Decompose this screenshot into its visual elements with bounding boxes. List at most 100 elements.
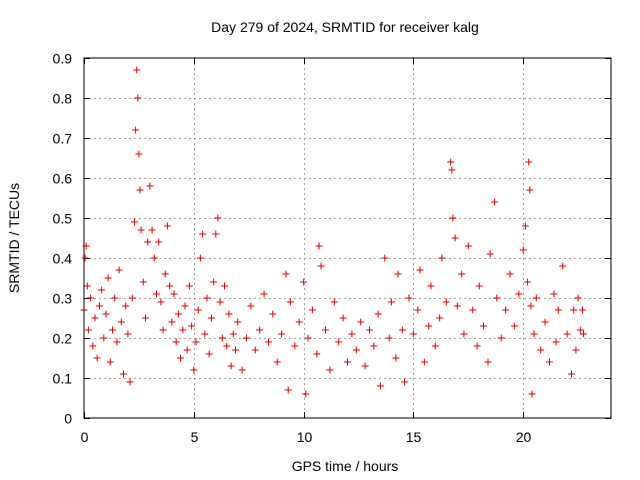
data-point bbox=[179, 326, 187, 334]
data-point bbox=[502, 306, 510, 314]
data-point bbox=[580, 330, 588, 338]
y-tick-label: 0 bbox=[64, 411, 72, 427]
data-point bbox=[115, 266, 123, 274]
data-point bbox=[163, 222, 171, 230]
data-point bbox=[256, 326, 264, 334]
data-point bbox=[153, 290, 160, 298]
data-point bbox=[484, 358, 492, 366]
x-tick-label: 15 bbox=[406, 429, 422, 445]
data-point bbox=[134, 94, 142, 102]
data-point bbox=[232, 346, 239, 354]
data-point bbox=[330, 298, 338, 306]
data-point bbox=[243, 334, 250, 342]
data-point bbox=[453, 302, 461, 310]
data-point bbox=[181, 302, 189, 310]
data-point bbox=[229, 330, 237, 338]
data-point bbox=[370, 342, 378, 350]
data-point bbox=[528, 390, 536, 398]
data-point bbox=[506, 270, 514, 278]
data-point bbox=[286, 298, 294, 306]
y-tick-label: 0.8 bbox=[53, 91, 73, 107]
data-point bbox=[137, 226, 145, 234]
data-point bbox=[142, 314, 149, 322]
data-point bbox=[155, 238, 163, 246]
data-point bbox=[436, 314, 444, 322]
data-point bbox=[146, 182, 154, 190]
data-point bbox=[458, 270, 466, 278]
data-point bbox=[515, 290, 523, 298]
data-point bbox=[448, 166, 456, 174]
data-point bbox=[168, 318, 176, 326]
x-tick-label: 20 bbox=[516, 429, 532, 445]
data-point bbox=[554, 306, 562, 314]
data-point bbox=[427, 282, 435, 290]
data-point bbox=[524, 278, 532, 286]
data-point bbox=[284, 386, 292, 394]
data-point bbox=[183, 346, 191, 354]
chart-title: Day 279 of 2024, SRMTID for receiver kal… bbox=[211, 19, 479, 35]
data-point bbox=[139, 278, 147, 286]
data-point bbox=[530, 330, 538, 338]
y-tick-label: 0.4 bbox=[53, 251, 73, 267]
data-point bbox=[159, 326, 167, 334]
data-point bbox=[409, 330, 417, 338]
data-point bbox=[83, 282, 91, 290]
data-point bbox=[352, 346, 360, 354]
data-point bbox=[480, 322, 488, 330]
data-point bbox=[366, 326, 373, 334]
data-point bbox=[148, 226, 156, 234]
data-point bbox=[210, 278, 218, 286]
y-tick-label: 0.1 bbox=[53, 371, 73, 387]
data-point bbox=[98, 286, 106, 294]
data-point bbox=[113, 338, 121, 346]
data-point bbox=[133, 66, 141, 74]
data-point bbox=[572, 346, 580, 354]
data-point bbox=[447, 158, 455, 166]
data-point bbox=[132, 126, 140, 134]
data-point bbox=[124, 330, 132, 338]
data-point bbox=[273, 358, 281, 366]
data-point bbox=[313, 350, 321, 358]
x-axis-label: GPS time / hours bbox=[292, 458, 399, 474]
data-point bbox=[212, 230, 220, 238]
data-point bbox=[317, 262, 325, 270]
y-axis-tick-labels: 0 0.1 0.2 0.3 0.4 0.5 0.6 0.7 0.8 0.9 bbox=[53, 51, 73, 427]
data-point bbox=[385, 334, 393, 342]
data-point bbox=[438, 254, 446, 262]
data-point bbox=[84, 326, 92, 334]
data-point bbox=[460, 330, 468, 338]
data-point bbox=[552, 338, 560, 346]
data-point bbox=[559, 262, 567, 270]
data-point bbox=[451, 234, 459, 242]
y-tick-label: 0.5 bbox=[53, 211, 73, 227]
data-point bbox=[469, 306, 477, 314]
data-point bbox=[497, 334, 505, 342]
data-point bbox=[104, 274, 112, 282]
data-point bbox=[576, 326, 584, 334]
data-point bbox=[361, 362, 369, 370]
data-point bbox=[190, 366, 198, 374]
data-point bbox=[442, 298, 450, 306]
plot-frame bbox=[83, 57, 612, 419]
data-point bbox=[234, 318, 242, 326]
data-point bbox=[216, 298, 224, 306]
data-point bbox=[170, 290, 178, 298]
data-point bbox=[89, 342, 97, 350]
data-point bbox=[376, 382, 384, 390]
data-point bbox=[278, 330, 286, 338]
data-point bbox=[207, 314, 215, 322]
data-point bbox=[223, 342, 231, 350]
data-point bbox=[120, 370, 127, 378]
data-point bbox=[166, 282, 174, 290]
data-point bbox=[339, 314, 347, 322]
data-point bbox=[126, 378, 134, 386]
data-point bbox=[579, 306, 586, 314]
data-point bbox=[91, 314, 99, 322]
data-point bbox=[387, 298, 395, 306]
y-tick-label: 0.9 bbox=[53, 51, 73, 67]
data-point bbox=[526, 186, 534, 194]
data-point bbox=[111, 294, 119, 302]
data-point bbox=[260, 290, 268, 298]
data-point bbox=[570, 306, 578, 314]
y-tick-label: 0.7 bbox=[53, 131, 73, 147]
